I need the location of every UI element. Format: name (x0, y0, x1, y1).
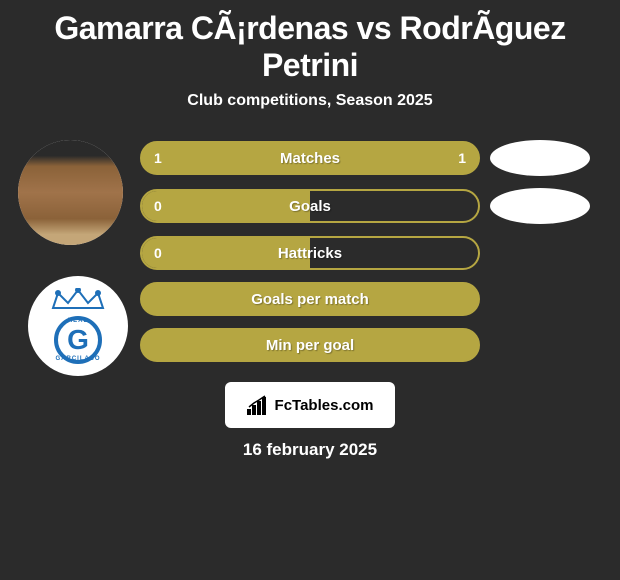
right-avatar-area (480, 188, 600, 224)
stat-row: 0 Hattricks (10, 236, 610, 270)
stat-row: Goals per match (10, 282, 610, 316)
brand-logo: FcTables.com (225, 382, 395, 428)
stat-label: Min per goal (266, 337, 354, 354)
stat-value-right: 1 (458, 150, 466, 166)
stat-label: Goals per match (251, 291, 369, 308)
date-label: 16 february 2025 (10, 440, 610, 460)
stat-value-left: 0 (154, 245, 162, 261)
player2-oval-placeholder (490, 188, 590, 224)
stat-row: 0 Goals (10, 188, 610, 224)
stat-label: Matches (280, 150, 340, 167)
stat-bar: 0 Goals (140, 189, 480, 223)
stat-label: Hattricks (278, 245, 342, 262)
stat-label: Goals (289, 198, 331, 215)
stat-value-left: 1 (154, 150, 162, 166)
stat-bar: Goals per match (140, 282, 480, 316)
player2-oval-placeholder (490, 140, 590, 176)
stat-bar: Min per goal (140, 328, 480, 362)
right-avatar-area (480, 140, 600, 176)
chart-icon (247, 395, 271, 415)
brand-name: FcTables.com (275, 397, 374, 414)
comparison-title: Gamarra CÃ¡rdenas vs RodrÃ­guez Petrini (10, 0, 610, 92)
comparison-subtitle: Club competitions, Season 2025 (10, 92, 610, 110)
stat-row: 1 Matches 1 (10, 140, 610, 176)
stat-value-left: 0 (154, 198, 162, 214)
stat-bar: 1 Matches 1 (140, 141, 480, 175)
stat-row: Min per goal (10, 328, 610, 362)
stat-bar: 0 Hattricks (140, 236, 480, 270)
